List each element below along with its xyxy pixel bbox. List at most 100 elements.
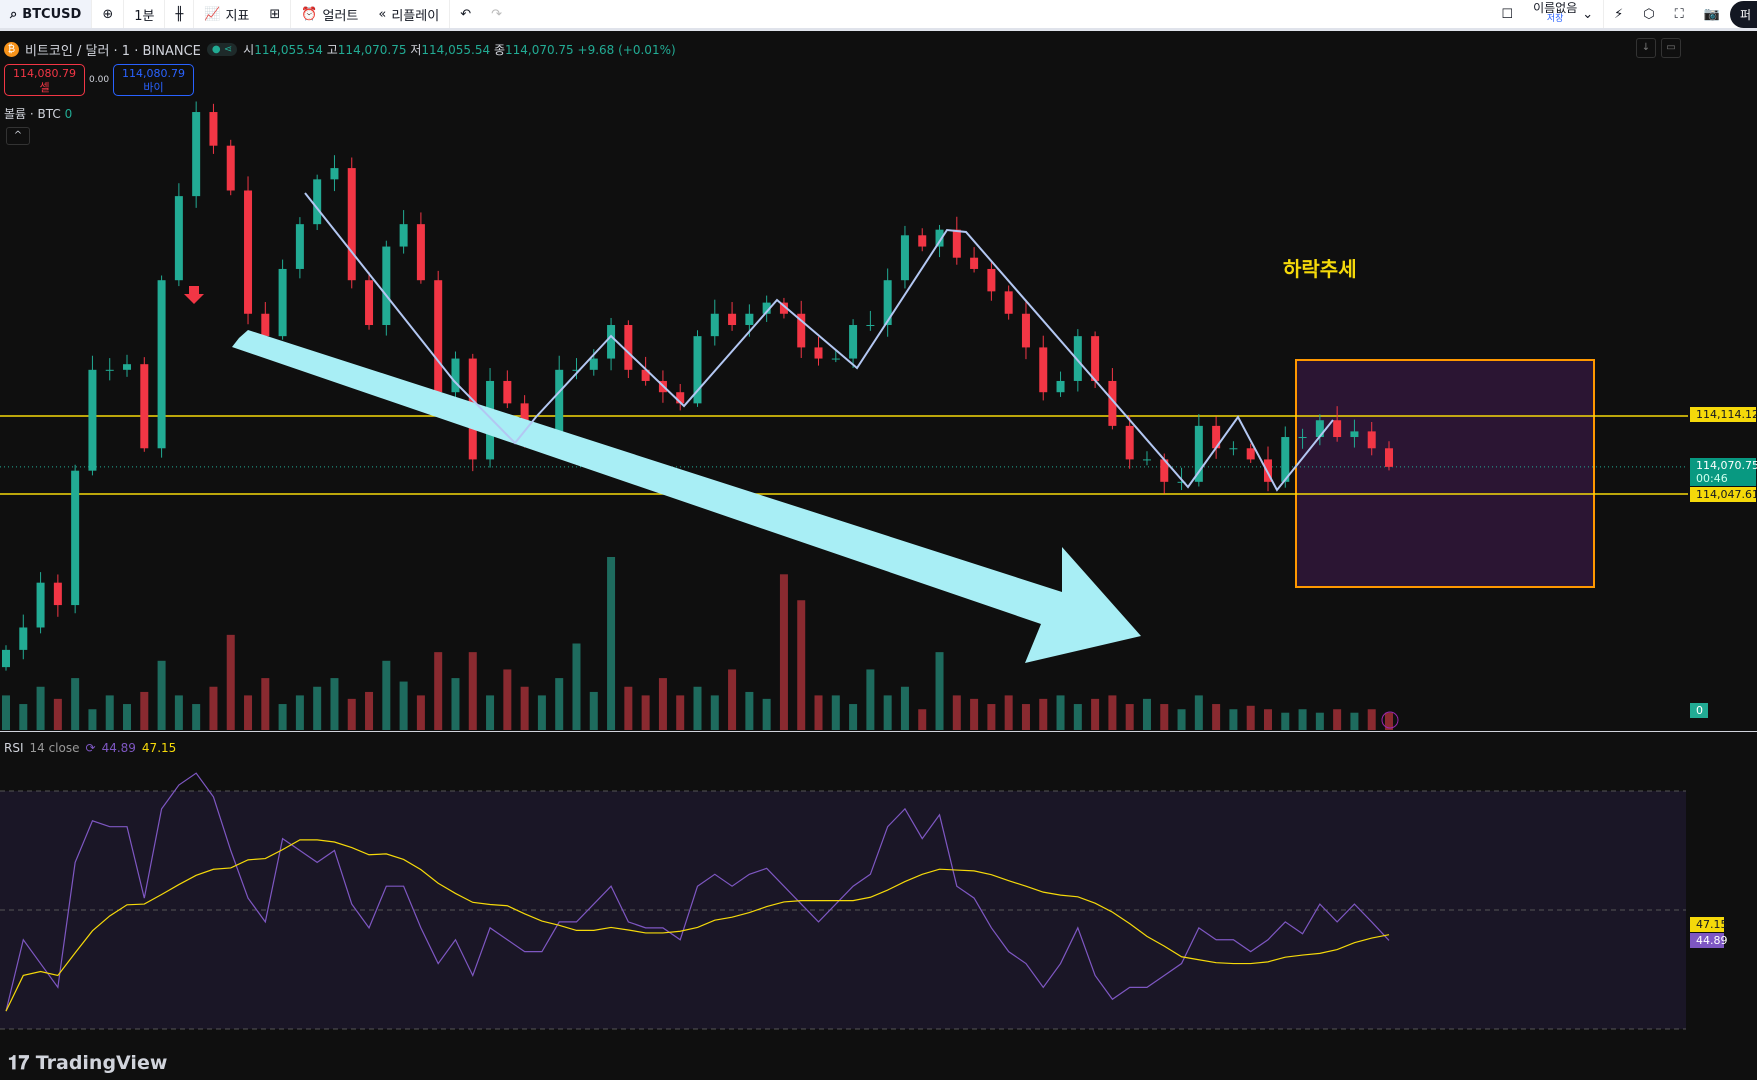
candle	[1385, 448, 1393, 467]
volume-bar	[330, 678, 339, 730]
candle	[416, 224, 425, 281]
volume-bar	[157, 660, 166, 730]
volume-bar	[537, 695, 546, 730]
candle	[762, 302, 771, 314]
lightning-marker-icon[interactable]	[1381, 711, 1399, 729]
volume-bar	[53, 698, 62, 730]
rsi-line	[5, 772, 1390, 1012]
symbol-search-button[interactable]: ⌕ BTCUSD	[0, 0, 93, 28]
range-box[interactable]	[1295, 359, 1595, 588]
undo-button[interactable]: ↶	[450, 0, 481, 28]
candle	[1039, 347, 1048, 393]
candle	[1350, 431, 1359, 438]
rsi-value-label: 44.89	[1690, 933, 1728, 948]
volume-bar	[1367, 709, 1376, 730]
volume-bar	[1073, 704, 1082, 730]
indicators-label: 지표	[225, 8, 250, 24]
volume-bar	[382, 660, 391, 730]
symbol-title[interactable]: 비트코인 / 달러 · 1 · BINANCE	[25, 44, 201, 59]
volume-bar	[1263, 709, 1272, 730]
tradingview-logo[interactable]: 𝟏𝟕 TradingView	[8, 1052, 168, 1074]
bitcoin-icon: ₿	[4, 42, 19, 57]
fullscreen-icon: ⛶	[1674, 6, 1684, 22]
volume-bar	[797, 600, 806, 730]
candle	[71, 470, 80, 606]
rsi-legend[interactable]: RSI 14 close ⟳ 44.89 47.15	[4, 741, 177, 755]
candle	[1281, 437, 1290, 482]
candle	[209, 112, 218, 146]
quick-search-button[interactable]: ⚡	[1604, 0, 1633, 28]
volume-bar	[572, 643, 581, 730]
volume-bar	[123, 704, 132, 730]
alert-button[interactable]: ⏰ 얼러트	[291, 0, 368, 28]
candle	[330, 168, 339, 180]
candle	[434, 280, 443, 393]
collapse-legend-button[interactable]: ^	[6, 127, 30, 145]
volume-bar	[261, 678, 270, 730]
layout-toggle-button[interactable]: ☐	[1491, 0, 1523, 28]
candle	[1177, 481, 1186, 483]
candle	[814, 347, 823, 359]
candle	[226, 145, 235, 191]
candle	[1333, 420, 1342, 438]
volume-bar	[278, 704, 287, 730]
indicators-icon: 📈	[204, 6, 221, 22]
candle	[88, 369, 97, 471]
volume-bar	[1160, 704, 1169, 730]
volume-zero-label: 0	[1690, 703, 1708, 718]
volume-bar	[952, 695, 961, 730]
volume-bar	[2, 695, 10, 730]
chart-type-button[interactable]: ╫	[165, 0, 195, 28]
rsi-ma-label: 47.15	[1690, 917, 1728, 932]
downtrend-label[interactable]: 하락추세	[1283, 257, 1357, 281]
save-label: 저장	[1546, 14, 1564, 24]
scroll-down-icon[interactable]: ↓	[1636, 38, 1656, 58]
candle	[987, 268, 996, 292]
interval-button[interactable]: 1분	[124, 0, 166, 28]
volume-bar	[1142, 698, 1151, 730]
candle	[140, 364, 149, 449]
candle	[261, 313, 270, 337]
volume-bar	[451, 678, 460, 730]
candle	[105, 369, 114, 371]
candle	[831, 358, 840, 360]
volume-bar	[1021, 704, 1030, 730]
buy-button[interactable]: 114,080.79 바이	[113, 64, 195, 96]
maximize-pane-icon[interactable]: ▭	[1661, 38, 1681, 58]
candle	[935, 229, 944, 247]
candle	[970, 257, 979, 269]
settings-button[interactable]: ⬡	[1633, 0, 1664, 28]
symbol-label: BTCUSD	[22, 6, 82, 22]
volume-bar	[36, 686, 45, 730]
volume-bar	[607, 557, 616, 730]
candle	[779, 302, 788, 314]
compare-button[interactable]: ⊕	[92, 0, 125, 28]
indicators-button[interactable]: 📈 지표	[194, 0, 259, 28]
redo-button[interactable]: ↷	[481, 0, 512, 28]
volume-bar	[1315, 712, 1324, 730]
candle	[1142, 459, 1151, 461]
volume-bar	[1333, 709, 1342, 730]
templates-button[interactable]: ⊞	[259, 0, 292, 28]
publish-button[interactable]: 퍼	[1729, 0, 1757, 28]
downtrend-arrow[interactable]	[232, 330, 1141, 663]
zigzag-drawing[interactable]	[304, 192, 1334, 492]
volume-bar	[1212, 704, 1221, 730]
volume-bar	[209, 686, 218, 730]
market-status-icon[interactable]: ● ⋖	[206, 43, 238, 56]
pane-separator[interactable]	[0, 731, 1757, 732]
volume-legend[interactable]: 볼륨 · BTC 0	[4, 107, 73, 121]
arrow-down-marker-icon	[184, 286, 204, 304]
volume-bar	[503, 669, 512, 730]
volume-bar	[520, 686, 529, 730]
fullscreen-button[interactable]: ⛶	[1665, 0, 1694, 28]
layout-menu[interactable]: 이름없음 저장 ⌄	[1523, 0, 1605, 28]
volume-bar	[1039, 698, 1048, 730]
replay-button[interactable]: «리플레이	[368, 0, 451, 28]
square-icon: ☐	[1501, 6, 1514, 22]
snapshot-button[interactable]: 📷	[1694, 0, 1730, 28]
volume-bar	[710, 695, 719, 730]
candle	[866, 325, 875, 327]
sell-button[interactable]: 114,080.79 셀	[4, 64, 85, 96]
